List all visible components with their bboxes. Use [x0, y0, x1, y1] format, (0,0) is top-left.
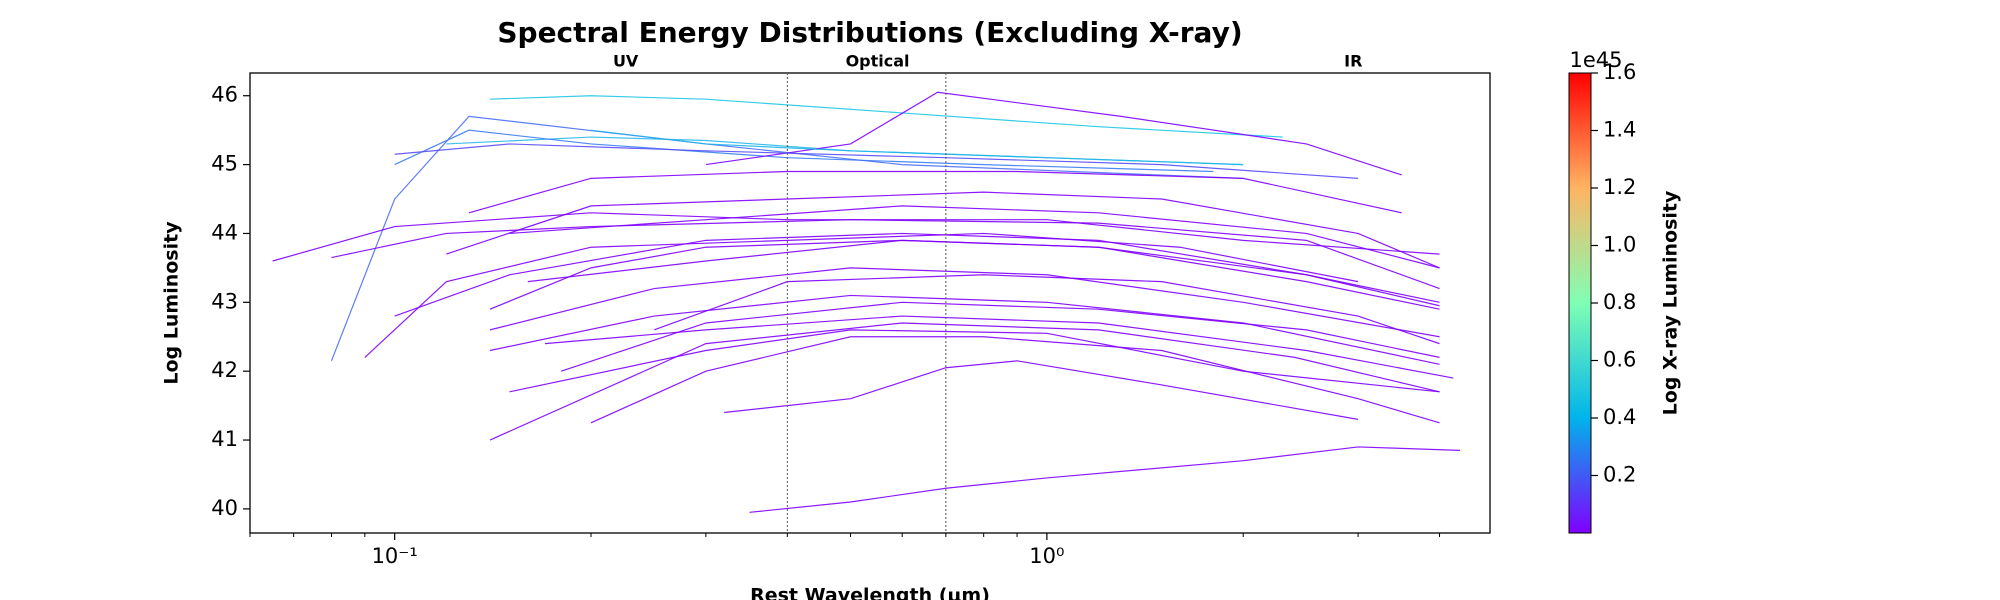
- colorbar-tick-label: 0.8: [1603, 290, 1636, 314]
- sed-line: [394, 232, 1440, 317]
- sed-line: [489, 294, 1440, 365]
- y-tick-label: 42: [211, 358, 238, 382]
- sed-line: [489, 95, 1283, 138]
- y-axis-label: Log Luminosity: [161, 221, 183, 385]
- sed-line: [509, 205, 1440, 269]
- band-label: UV: [613, 52, 639, 71]
- plot-area: [272, 91, 1461, 513]
- sed-line: [544, 315, 1454, 379]
- colorbar-tick-label: 1.6: [1603, 60, 1636, 84]
- colorbar-tick-label: 1.2: [1603, 175, 1636, 199]
- y-tick-label: 44: [211, 220, 238, 244]
- sed-line: [446, 191, 1440, 269]
- y-tick-label: 46: [211, 83, 238, 107]
- sed-line: [654, 274, 1440, 345]
- sed-line: [724, 360, 1359, 420]
- sed-line: [527, 239, 1440, 310]
- colorbar-tick-label: 1.4: [1603, 118, 1636, 142]
- sed-line: [560, 301, 1440, 372]
- chart-title: Spectral Energy Distributions (Excluding…: [497, 16, 1242, 49]
- sed-line: [590, 129, 1244, 166]
- sed-line: [489, 267, 1440, 338]
- y-tick-label: 40: [211, 496, 238, 520]
- sed-line: [394, 143, 1359, 179]
- sed-line: [364, 232, 1359, 358]
- colorbar-tick-label: 0.6: [1603, 348, 1636, 372]
- sed-line: [509, 329, 1440, 393]
- x-tick-label: 10⁻¹: [372, 544, 418, 568]
- sed-line: [705, 91, 1402, 176]
- y-tick-label: 45: [211, 152, 238, 176]
- y-tick-label: 43: [211, 289, 238, 313]
- colorbar-tick-label: 1.0: [1603, 233, 1636, 257]
- plot-frame: [249, 72, 1491, 534]
- y-tick-label: 41: [211, 427, 238, 451]
- sed-line: [749, 446, 1461, 513]
- sed-line: [489, 322, 1440, 441]
- colorbar-label: Log X-ray Luminosity: [1660, 190, 1682, 415]
- sed-line: [331, 219, 1440, 290]
- x-axis-label: Rest Wavelength (μm): [750, 585, 990, 600]
- band-label: Optical: [846, 52, 910, 71]
- colorbar-offset: 1e45: [1569, 48, 1622, 72]
- sed-line: [330, 115, 1244, 362]
- colorbar-tick-label: 0.2: [1603, 463, 1636, 487]
- band-label: IR: [1344, 52, 1362, 71]
- colorbar-tick-label: 0.4: [1603, 405, 1636, 429]
- sed-line: [272, 212, 1440, 262]
- x-tick-label: 10⁰: [1029, 544, 1064, 568]
- colorbar: [1568, 72, 1592, 534]
- sed-line: [590, 336, 1440, 424]
- sed-line: [468, 170, 1402, 214]
